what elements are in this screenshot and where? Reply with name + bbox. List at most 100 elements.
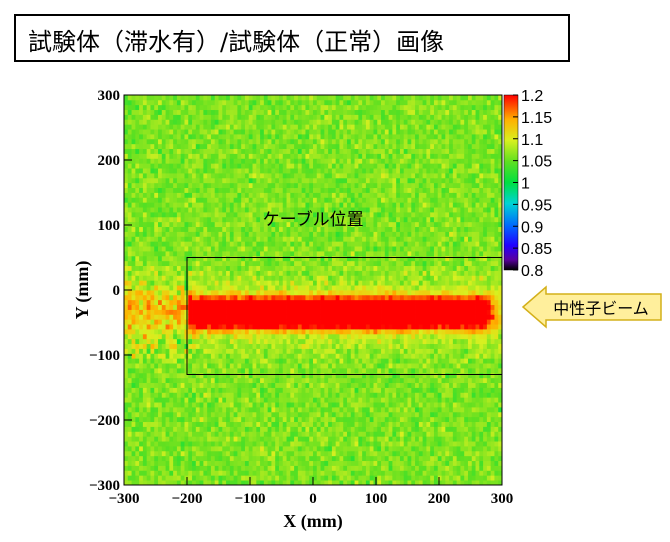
heatmap-cell [203,246,208,252]
heatmap-cell [294,109,299,115]
heatmap-cell [195,270,200,276]
heatmap-cell [184,109,189,115]
heatmap-cell [278,416,284,423]
heatmap-cell [218,353,223,359]
heatmap-cell [248,392,253,398]
heatmap-cell [248,168,253,174]
heatmap-cell [218,280,223,286]
heatmap-cell [282,129,287,135]
heatmap-cell [124,382,129,388]
heatmap-cell [176,353,182,359]
heatmap-cell [131,294,136,301]
heatmap-cell [278,251,284,257]
heatmap-cell [169,265,174,271]
heatmap-cell [237,285,242,291]
heatmap-cell [294,372,299,379]
heatmap-cell [316,314,321,320]
heatmap-cell [331,109,337,115]
heatmap-cell [173,124,178,130]
heatmap-cell [320,431,325,437]
heatmap-cell [195,426,200,432]
heatmap-cell [131,480,136,486]
heatmap-cell [282,182,287,189]
heatmap-cell [188,431,193,437]
heatmap-cell [180,270,185,276]
heatmap-cell [192,475,197,481]
heatmap-cell [184,431,189,437]
heatmap-cell [256,441,261,447]
heatmap-cell [142,294,148,301]
heatmap-cell [199,343,204,349]
heatmap-cell [343,143,348,150]
heatmap-cell [146,470,151,476]
heatmap-cell [313,480,318,486]
heatmap-cell [267,465,272,471]
heatmap-cell [354,436,359,442]
heatmap-cell [139,309,144,315]
heatmap-cell [150,382,155,388]
heatmap-cell [142,431,148,437]
heatmap-cell [260,202,265,208]
heatmap-cell [214,148,219,154]
heatmap-cell [290,280,295,286]
heatmap-cell [294,377,299,384]
heatmap-cell [176,260,182,267]
heatmap-cell [271,182,276,189]
heatmap-cell [146,338,151,345]
heatmap-cell [267,187,272,193]
heatmap-cell [301,407,306,413]
heatmap-cell [271,177,276,184]
heatmap-cell [354,407,359,413]
heatmap-cell [218,377,223,384]
heatmap-cell [150,241,155,247]
heatmap-cell [260,216,265,223]
heatmap-cell [313,168,318,174]
heatmap-cell [343,353,348,359]
heatmap-cell [139,416,144,423]
heatmap-cell [233,280,238,286]
heatmap-cell [350,348,355,354]
heatmap-cell [165,148,170,154]
heatmap-cell [358,421,363,427]
heatmap-cell [354,329,359,335]
heatmap-cell [316,134,321,140]
heatmap-cell [260,129,265,135]
heatmap-cell [328,377,333,384]
heatmap-cell [343,255,348,262]
heatmap-cell [195,455,200,462]
heatmap-cell [263,95,269,101]
heatmap-cell [199,119,204,125]
heatmap-cell [309,251,314,257]
heatmap-cell [241,358,246,364]
heatmap-cell [142,182,148,189]
heatmap-cell [271,402,276,408]
heatmap-cell [169,441,174,447]
heatmap-cell [195,280,200,286]
heatmap-cell [244,348,250,354]
heatmap-cell [237,275,242,281]
heatmap-cell [358,338,363,345]
heatmap-cell [260,134,265,140]
heatmap-cell [226,197,231,203]
heatmap-cell [248,304,253,310]
heatmap-cell [260,450,265,457]
heatmap-cell [188,202,193,208]
heatmap-cell [335,441,340,447]
heatmap-cell [210,329,216,335]
heatmap-cell [252,260,257,267]
heatmap-cell [150,168,155,174]
heatmap-cell [282,280,287,286]
heatmap-cell [297,95,303,101]
heatmap-cell [207,446,212,452]
heatmap-cell [241,265,246,271]
heatmap-cell [256,411,261,418]
heatmap-cell [165,104,170,111]
heatmap-cell [210,158,216,164]
heatmap-cell [158,236,163,242]
heatmap-cell [158,290,163,296]
heatmap-cell [127,426,132,432]
heatmap-cell [328,470,333,476]
heatmap-cell [173,129,178,135]
heatmap-cell [169,333,174,340]
heatmap-cell [158,270,163,276]
